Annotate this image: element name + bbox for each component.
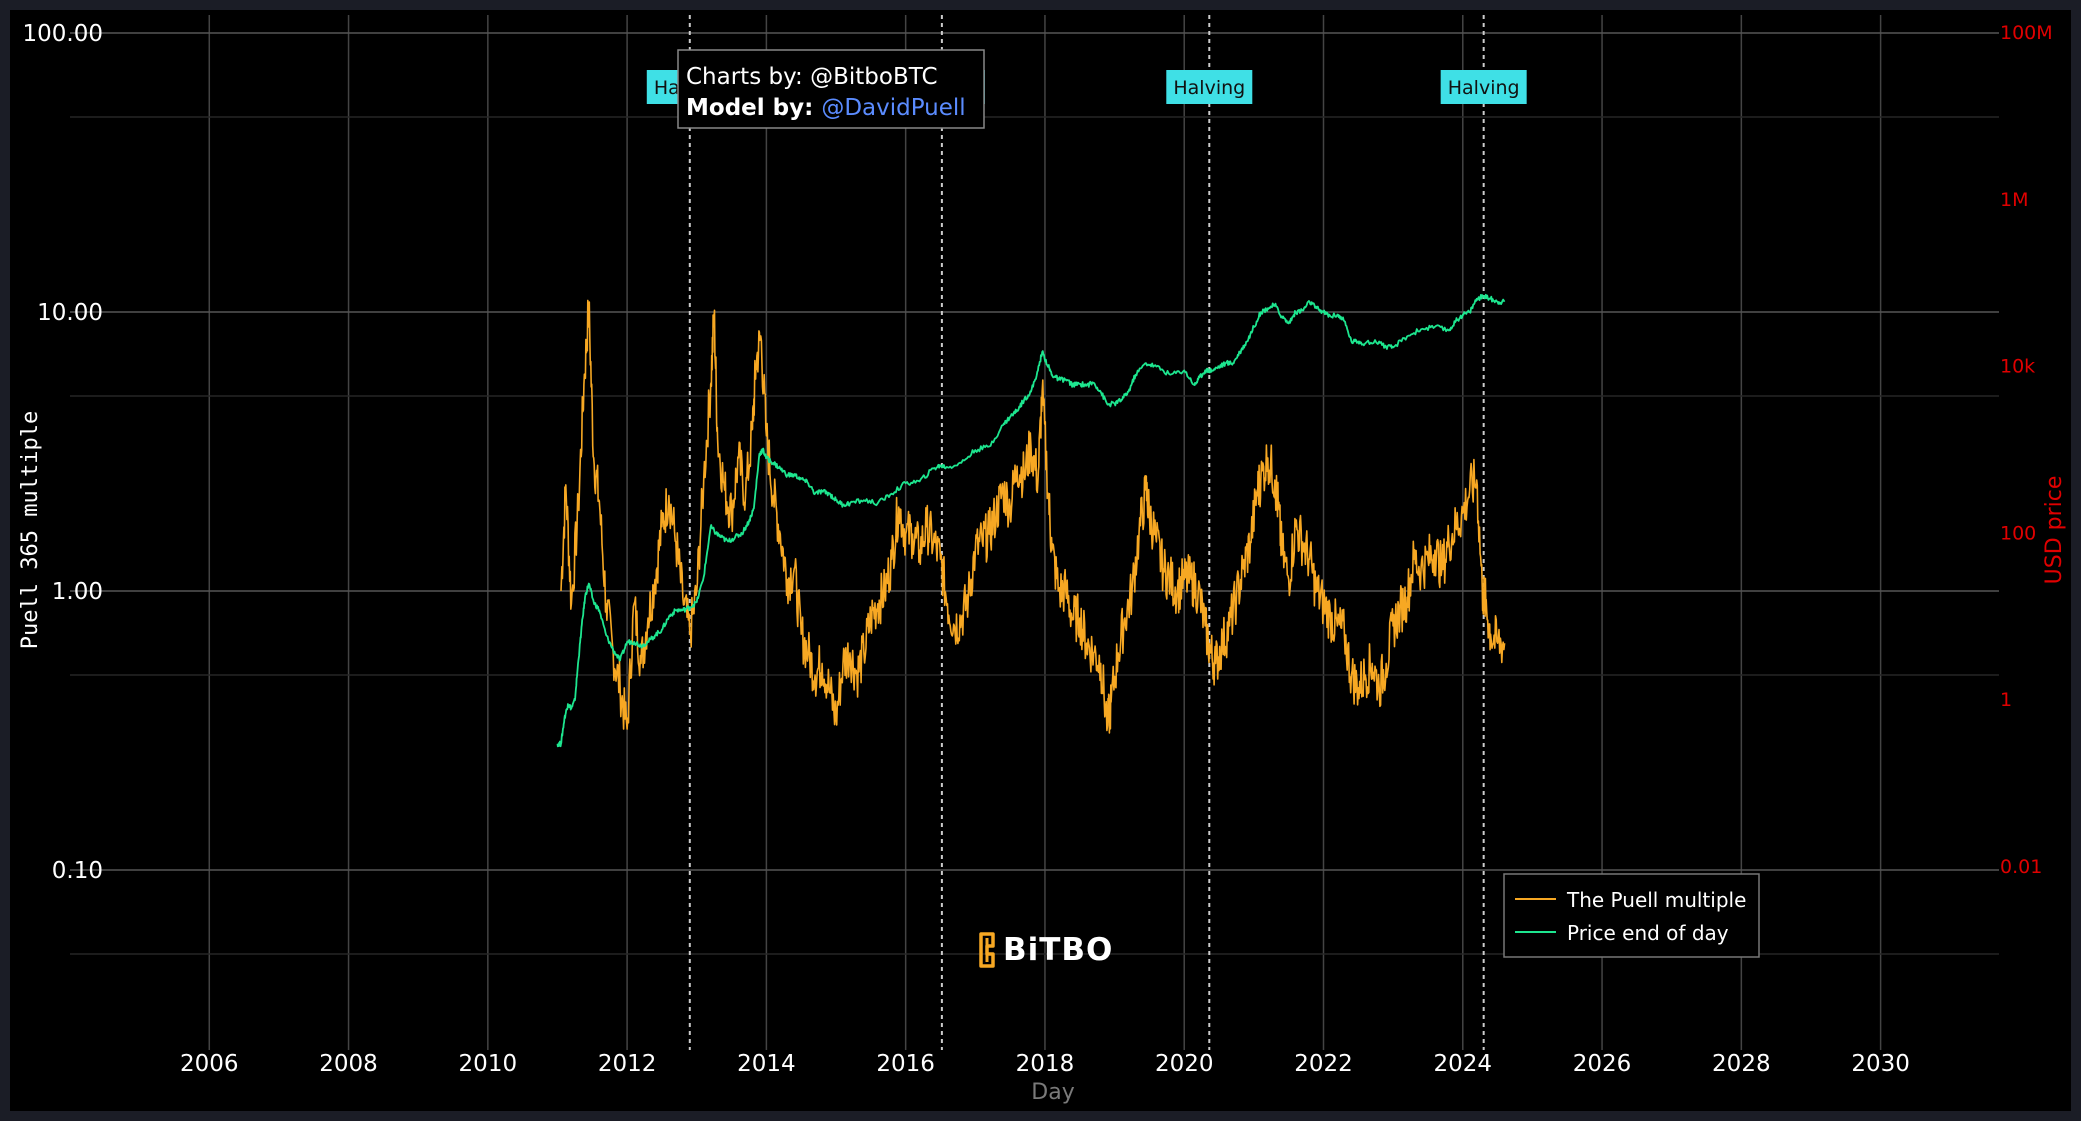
bitbo-watermark: BiTBO (979, 932, 1113, 968)
x-tick-label: 2010 (459, 1051, 518, 1077)
price-line (556, 293, 1506, 748)
legend-label-price: Price end of day (1567, 921, 1729, 945)
y-left-tick-label: 0.10 (52, 858, 103, 884)
y-right-tick-label: 1 (2000, 689, 2012, 711)
x-tick-label: 2018 (1016, 1051, 1075, 1077)
halving-lines (688, 15, 1485, 1050)
y-left-tick-label: 1.00 (52, 579, 103, 605)
bitbo-logo-icon (979, 932, 995, 968)
y-left-tick-label: 10.00 (37, 300, 103, 326)
model-by-prefix: Model by: (686, 95, 821, 121)
credits-box: Charts by: @BitboBTC Model by: @DavidPue… (677, 49, 985, 129)
x-tick-label: 2014 (737, 1051, 796, 1077)
y-right-tick-label: 1M (2000, 189, 2028, 211)
puell-multiple-chart[interactable]: HalvingHalvingHalvingHalving BiTBO Day P… (10, 10, 2071, 1111)
x-axis-label: Day (1031, 1080, 1074, 1105)
model-by-handle[interactable]: @DavidPuell (821, 95, 965, 121)
legend-item-price[interactable]: Price end of day (1515, 921, 1729, 945)
x-tick-label: 2024 (1434, 1051, 1493, 1077)
x-tick-label: 2012 (598, 1051, 657, 1077)
x-tick-label: 2026 (1573, 1051, 1632, 1077)
series-lines (556, 293, 1506, 748)
model-by-line: Model by: @DavidPuell (686, 95, 966, 121)
charts-by-line: Charts by: @BitboBTC (686, 64, 938, 90)
x-tick-label: 2020 (1155, 1051, 1214, 1077)
y-axis-left-label: Puell 365 multiple (18, 411, 43, 649)
charts-by-handle: @BitboBTC (810, 64, 937, 90)
x-tick-label: 2008 (319, 1051, 378, 1077)
y-right-tick-label: 0.01 (2000, 856, 2042, 878)
x-tick-label: 2022 (1294, 1051, 1353, 1077)
legend: The Puell multiple Price end of day (1503, 873, 1760, 958)
legend-item-puell[interactable]: The Puell multiple (1515, 888, 1746, 912)
halving-label: Halving (1173, 77, 1245, 99)
grid-lines (70, 15, 1999, 1050)
y-axis-right-label: USD price (2042, 476, 2067, 585)
y-right-tick-label: 100M (2000, 22, 2053, 44)
y-right-tick-label: 100 (2000, 522, 2036, 544)
x-tick-label: 2028 (1712, 1051, 1771, 1077)
chart-area: HalvingHalvingHalvingHalving BiTBO Day P… (10, 10, 2071, 1111)
charts-by-prefix: Charts by: (686, 64, 810, 90)
legend-label-puell: The Puell multiple (1566, 888, 1746, 912)
puell-multiple-line (560, 299, 1506, 734)
x-tick-label: 2030 (1851, 1051, 1910, 1077)
watermark-text: BiTBO (1003, 932, 1113, 968)
x-tick-label: 2006 (180, 1051, 239, 1077)
x-tick-label: 2016 (876, 1051, 935, 1077)
y-left-tick-label: 100.00 (23, 21, 103, 47)
y-right-tick-label: 10k (2000, 356, 2035, 378)
halving-label: Halving (1448, 77, 1520, 99)
halving-label-box (1440, 70, 1527, 104)
halving-label-box (1166, 70, 1253, 104)
